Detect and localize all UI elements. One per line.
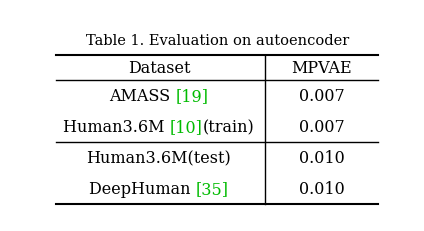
Text: 0.010: 0.010 <box>299 180 345 197</box>
Text: [35]: [35] <box>196 180 229 197</box>
Text: Human3.6M: Human3.6M <box>63 119 170 136</box>
Text: (train): (train) <box>203 119 254 136</box>
Text: DeepHuman: DeepHuman <box>89 180 196 197</box>
Text: Human3.6M(test): Human3.6M(test) <box>86 149 232 166</box>
Text: AMASS: AMASS <box>109 88 176 105</box>
Text: Dataset: Dataset <box>128 60 190 77</box>
Text: Table 1. Evaluation on autoencoder: Table 1. Evaluation on autoencoder <box>86 34 349 48</box>
Text: [10]: [10] <box>170 119 203 136</box>
Text: 0.007: 0.007 <box>299 119 345 136</box>
Text: 0.007: 0.007 <box>299 88 345 105</box>
Text: [19]: [19] <box>176 88 209 105</box>
Text: MPVAE: MPVAE <box>291 60 352 77</box>
Text: 0.010: 0.010 <box>299 149 345 166</box>
